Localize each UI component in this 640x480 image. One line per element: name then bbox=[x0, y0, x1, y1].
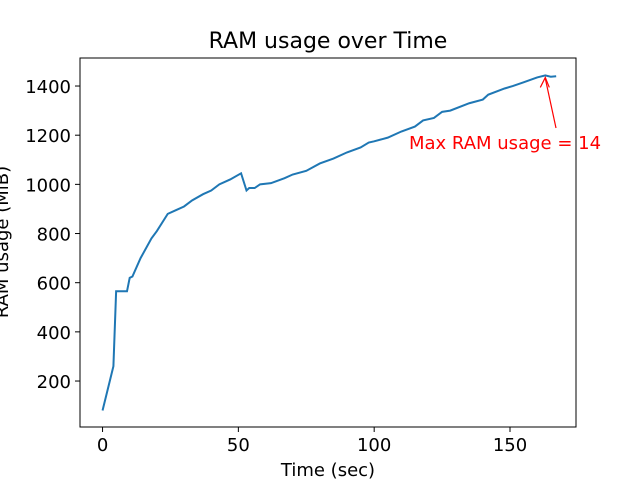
x-tick-label: 50 bbox=[227, 435, 250, 456]
y-tick-label: 800 bbox=[37, 225, 71, 246]
y-axis-label: RAM usage (MiB) bbox=[0, 166, 13, 318]
annotation-text: Max RAM usage = 14 bbox=[409, 133, 601, 154]
annotation-arrow bbox=[544, 78, 557, 129]
plot-frame bbox=[79, 57, 577, 428]
chart-title: RAM usage over Time bbox=[209, 29, 448, 54]
x-tick-label: 0 bbox=[97, 435, 108, 456]
y-tick-label: 1000 bbox=[25, 175, 71, 196]
x-tick-label: 150 bbox=[493, 435, 527, 456]
annotation-arrowhead bbox=[539, 75, 550, 88]
y-tick-label: 1400 bbox=[25, 77, 71, 98]
y-tick-label: 600 bbox=[37, 274, 71, 295]
y-tick-label: 200 bbox=[37, 372, 71, 393]
y-tick-label: 1200 bbox=[25, 126, 71, 147]
x-tick-label: 100 bbox=[357, 435, 391, 456]
x-axis-label: Time (sec) bbox=[280, 460, 375, 480]
line-series bbox=[101, 74, 557, 411]
y-tick-label: 400 bbox=[37, 323, 71, 344]
